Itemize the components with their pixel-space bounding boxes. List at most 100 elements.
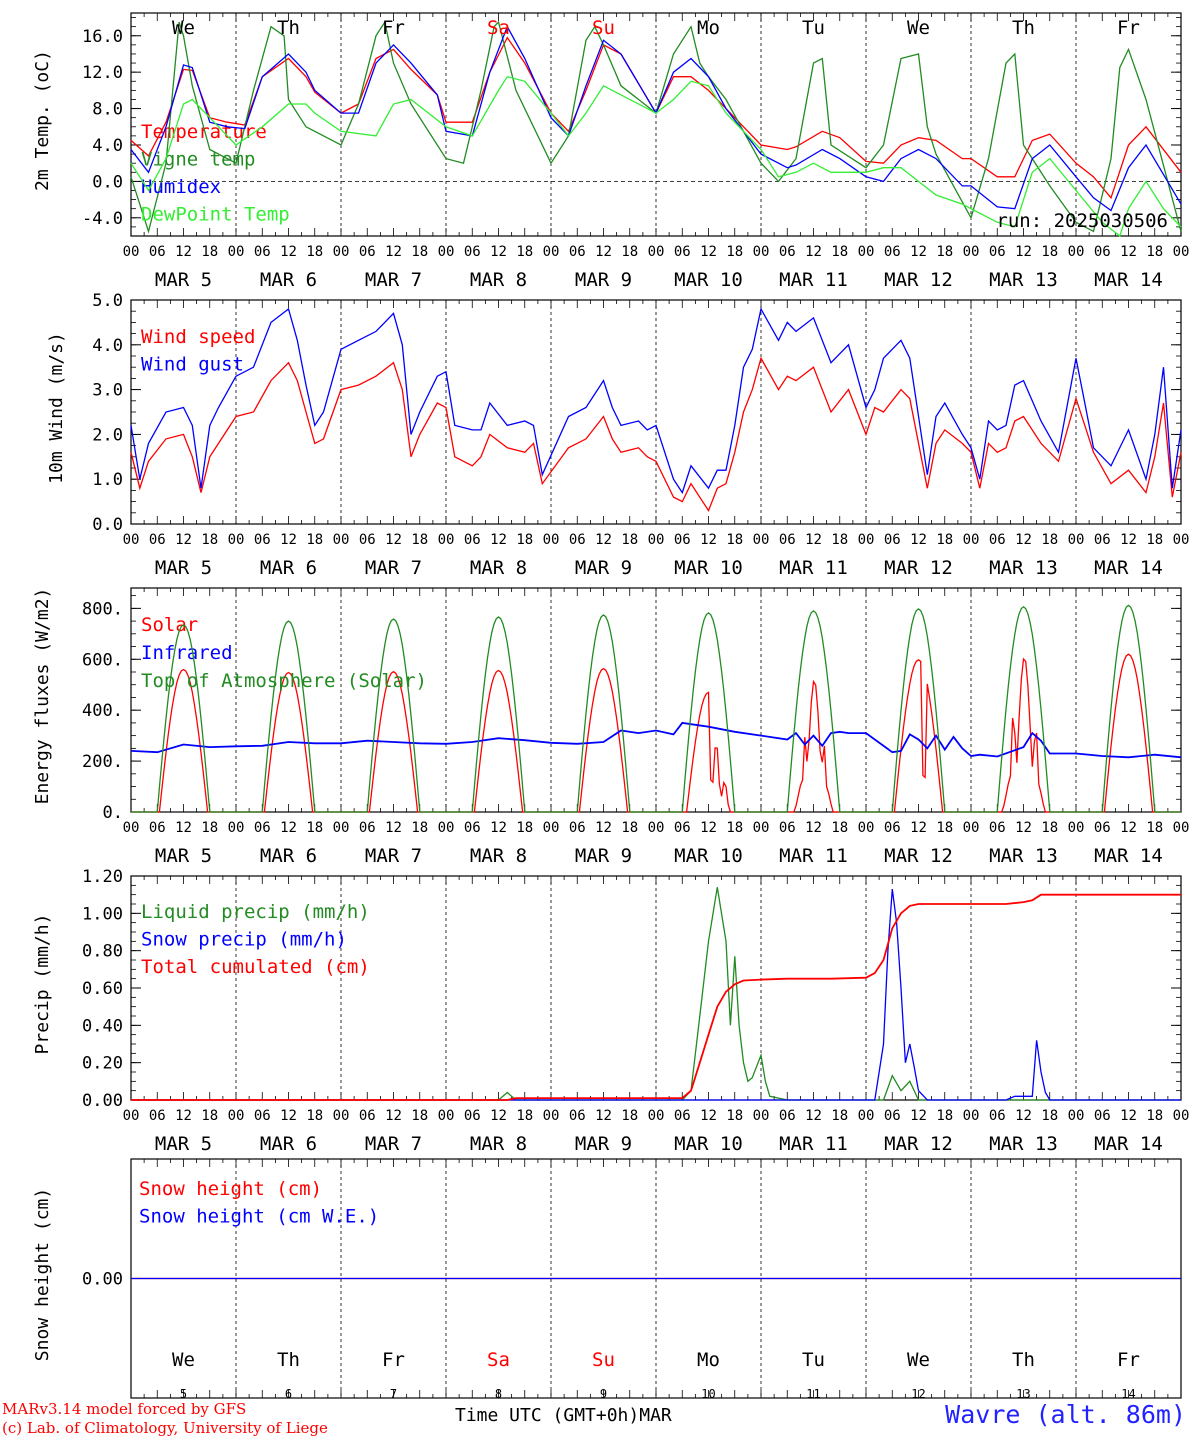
series-line-wind-speed bbox=[130, 356, 1182, 513]
station-label: Wavre (alt. 86m) bbox=[945, 1400, 1186, 1429]
hour-tick-label: 12 bbox=[280, 1108, 297, 1124]
hour-tick-label: 06 bbox=[464, 532, 481, 548]
hour-tick-label: 00 bbox=[648, 532, 665, 548]
month-label: MAR bbox=[639, 1405, 672, 1426]
y-tick-label: 400. bbox=[82, 701, 123, 721]
hour-tick-label: 06 bbox=[254, 244, 271, 260]
hour-tick-label: 00 bbox=[648, 1108, 665, 1124]
hour-tick-label: 12 bbox=[1015, 532, 1032, 548]
date-label: MAR 9 bbox=[575, 845, 632, 867]
date-label: MAR 11 bbox=[779, 557, 848, 579]
hour-tick-label: 18 bbox=[201, 820, 218, 836]
y-tick-label: 4.0 bbox=[92, 136, 123, 156]
legend-entry: Snow height (cm) bbox=[139, 1178, 322, 1200]
y-tick-label: 0.0 bbox=[92, 515, 123, 535]
weekday-label: Th bbox=[1012, 17, 1035, 39]
hour-tick-label: 12 bbox=[175, 532, 192, 548]
date-label: MAR 6 bbox=[260, 557, 317, 579]
hour-tick-label: 12 bbox=[700, 244, 717, 260]
legend-entry: DewPoint Temp bbox=[141, 204, 290, 226]
y-tick-label: 0.00 bbox=[82, 1091, 123, 1111]
hour-tick-label: 06 bbox=[779, 1108, 796, 1124]
weekday-label: Th bbox=[277, 17, 300, 39]
panel-temp: -4.0 0.0 4.0 8.0 12.0 16.0 2m Temp. (oC) Temper… bbox=[32, 12, 1189, 291]
hour-tick-label: 12 bbox=[910, 532, 927, 548]
hour-tick-label: 18 bbox=[411, 820, 428, 836]
hour-tick-label: 00 bbox=[753, 532, 770, 548]
weekday-label: We bbox=[907, 17, 930, 39]
date-label: MAR 13 bbox=[989, 557, 1058, 579]
hour-tick-label: 12 bbox=[805, 532, 822, 548]
hour-tick-label: 12 bbox=[1015, 244, 1032, 260]
hour-tick-label: 00 bbox=[333, 1108, 350, 1124]
y-axis-label: Energy fluxes (W/m2) bbox=[32, 588, 53, 805]
hour-tick-label: 00 bbox=[123, 1108, 140, 1124]
hour-tick-label: 18 bbox=[201, 532, 218, 548]
hour-tick-label: 06 bbox=[149, 244, 166, 260]
weekday-label: Th bbox=[1012, 1349, 1035, 1371]
series-line-top-of-atmosphere-solar- bbox=[131, 604, 1181, 813]
hour-tick-label: 18 bbox=[1041, 244, 1058, 260]
y-tick-label: 0.60 bbox=[82, 979, 123, 999]
hour-tick-label: 12 bbox=[280, 532, 297, 548]
y-tick-label: 5.0 bbox=[92, 291, 123, 311]
hour-tick-label: 00 bbox=[438, 820, 455, 836]
hour-tick-label: 18 bbox=[831, 820, 848, 836]
hour-tick-label: 12 bbox=[175, 820, 192, 836]
day-of-month-label: 6 bbox=[285, 1387, 292, 1401]
hour-tick-label: 00 bbox=[333, 532, 350, 548]
hour-tick-label: 06 bbox=[569, 532, 586, 548]
hour-tick-label: 00 bbox=[438, 532, 455, 548]
hour-tick-label: 06 bbox=[254, 820, 271, 836]
hour-tick-label: 06 bbox=[674, 1108, 691, 1124]
hour-tick-label: 00 bbox=[228, 820, 245, 836]
hour-tick-label: 00 bbox=[228, 532, 245, 548]
date-label: MAR 13 bbox=[989, 269, 1058, 291]
y-tick-label: 0. bbox=[103, 803, 123, 823]
hour-tick-label: 12 bbox=[700, 820, 717, 836]
date-label: MAR 10 bbox=[674, 269, 743, 291]
hour-tick-label: 18 bbox=[306, 244, 323, 260]
hour-tick-label: 18 bbox=[1146, 1108, 1163, 1124]
hour-tick-label: 06 bbox=[989, 244, 1006, 260]
legend-entry: Infrared bbox=[141, 642, 233, 664]
hour-tick-label: 06 bbox=[569, 1108, 586, 1124]
hour-tick-label: 06 bbox=[359, 820, 376, 836]
hour-tick-label: 00 bbox=[123, 532, 140, 548]
date-label: MAR 10 bbox=[674, 1133, 743, 1155]
date-label: MAR 7 bbox=[365, 557, 422, 579]
legend-entry: Top of Atmosphere (Solar) bbox=[141, 670, 427, 692]
y-tick-label: 0.00 bbox=[82, 1270, 123, 1290]
hour-tick-label: 00 bbox=[1068, 820, 1085, 836]
hour-tick-label: 06 bbox=[149, 1108, 166, 1124]
panel-frame bbox=[130, 299, 1182, 525]
panel-energy: 0. 200. 400. 600. 800. Energy fluxes (W/m2) So… bbox=[32, 587, 1189, 867]
date-label: MAR 7 bbox=[365, 845, 422, 867]
hour-tick-label: 00 bbox=[753, 1108, 770, 1124]
hour-tick-label: 12 bbox=[490, 1108, 507, 1124]
weekday-label: Fr bbox=[1117, 1349, 1140, 1371]
hour-tick-label: 12 bbox=[1120, 820, 1137, 836]
date-label: MAR 12 bbox=[884, 845, 953, 867]
hour-tick-label: 12 bbox=[280, 244, 297, 260]
hour-tick-label: 06 bbox=[359, 1108, 376, 1124]
hour-tick-label: 00 bbox=[543, 820, 560, 836]
hour-tick-label: 06 bbox=[884, 820, 901, 836]
hour-tick-label: 00 bbox=[438, 1108, 455, 1124]
hour-tick-label: 12 bbox=[1015, 1108, 1032, 1124]
run-annotation: run: 2025030506 bbox=[996, 210, 1168, 232]
date-label: MAR 11 bbox=[779, 1133, 848, 1155]
hour-tick-label: 18 bbox=[411, 1108, 428, 1124]
legend-entry: Vigne temp bbox=[141, 149, 255, 171]
weekday-label: We bbox=[907, 1349, 930, 1371]
legend-entry: Temperature bbox=[141, 121, 267, 143]
series-line-solar bbox=[131, 653, 1181, 813]
hour-tick-label: 18 bbox=[1146, 244, 1163, 260]
hour-tick-label: 18 bbox=[621, 1108, 638, 1124]
date-label: MAR 14 bbox=[1094, 845, 1163, 867]
hour-tick-label: 06 bbox=[1094, 532, 1111, 548]
day-of-month-label: 5 bbox=[180, 1387, 187, 1401]
hour-tick-label: 18 bbox=[726, 244, 743, 260]
series-line-snow-precip-mm-h- bbox=[131, 889, 1181, 1101]
